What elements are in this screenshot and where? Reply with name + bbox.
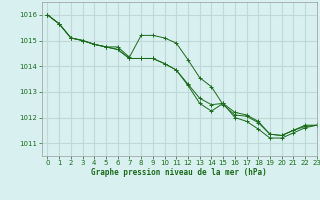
X-axis label: Graphe pression niveau de la mer (hPa): Graphe pression niveau de la mer (hPa) <box>91 168 267 177</box>
